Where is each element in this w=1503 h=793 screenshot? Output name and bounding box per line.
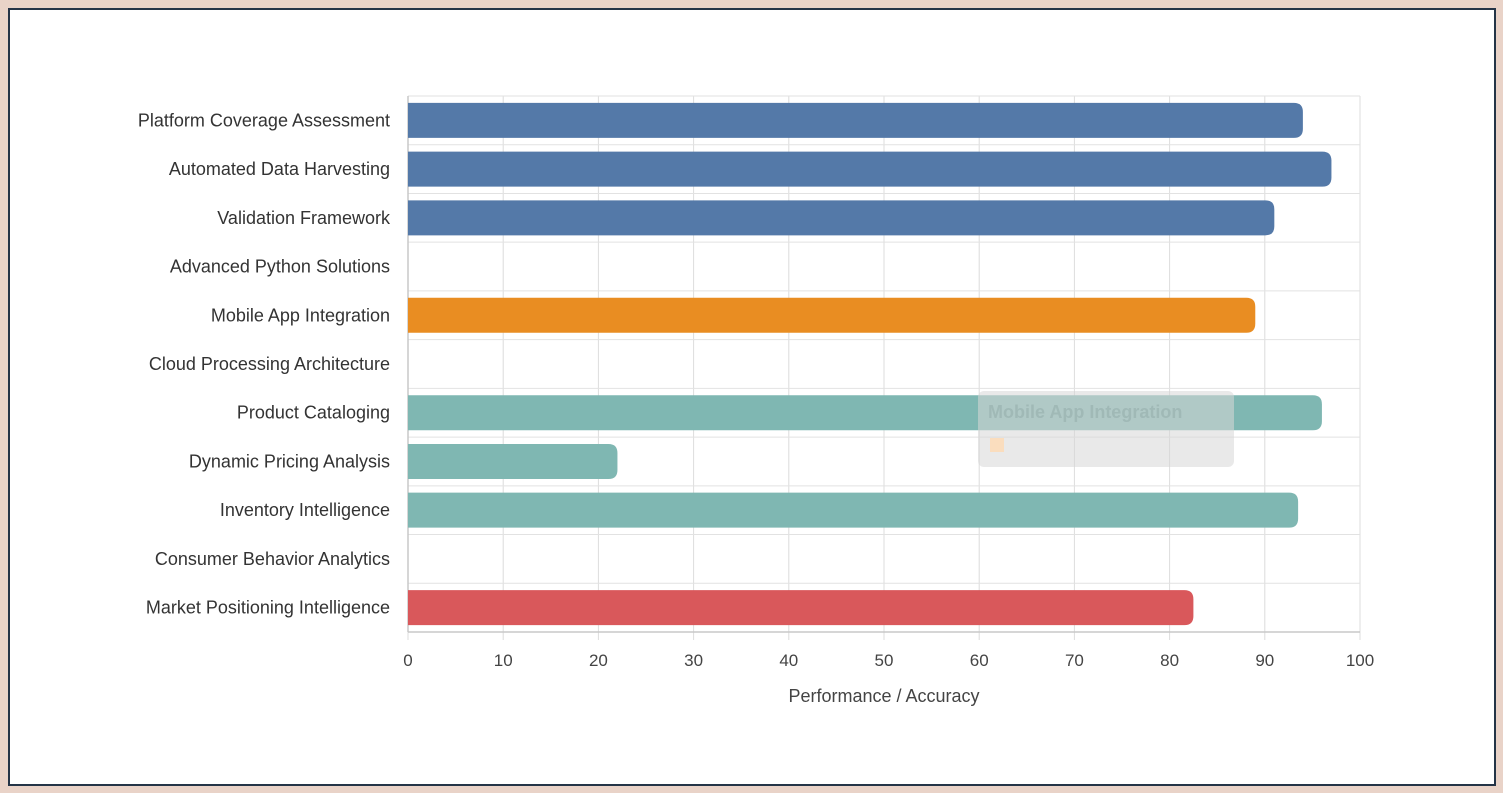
x-tick-label: 50 bbox=[875, 651, 894, 670]
x-axis-title: Performance / Accuracy bbox=[788, 686, 979, 706]
tooltip-title: Mobile App Integration bbox=[988, 402, 1182, 422]
bar[interactable] bbox=[408, 151, 1332, 187]
bar[interactable] bbox=[408, 200, 1275, 236]
category-label: Dynamic Pricing Analysis bbox=[189, 451, 390, 471]
x-tick-labels: 0 10 20 30 40 50 60 70 80 90 100 bbox=[403, 651, 1374, 670]
tooltip-box bbox=[978, 391, 1234, 467]
bar[interactable] bbox=[408, 297, 1256, 333]
bars bbox=[408, 102, 1332, 626]
x-tick-label: 40 bbox=[779, 651, 798, 670]
x-tick-label: 80 bbox=[1160, 651, 1179, 670]
category-labels: Platform Coverage Assessment Automated Da… bbox=[138, 110, 391, 617]
x-tick-label: 0 bbox=[403, 651, 412, 670]
bar[interactable] bbox=[408, 102, 1303, 138]
category-label: Market Positioning Intelligence bbox=[146, 598, 390, 618]
bar[interactable] bbox=[408, 443, 618, 479]
x-tick-label: 30 bbox=[684, 651, 703, 670]
category-label: Product Cataloging bbox=[237, 403, 390, 423]
grid bbox=[407, 95, 1361, 640]
category-label: Cloud Processing Architecture bbox=[149, 354, 390, 374]
category-label: Validation Framework bbox=[217, 208, 391, 228]
tooltip-swatch bbox=[990, 438, 1004, 452]
x-tick-label: 20 bbox=[589, 651, 608, 670]
x-tick-label: 10 bbox=[494, 651, 513, 670]
category-label: Mobile App Integration bbox=[211, 305, 390, 325]
category-label: Inventory Intelligence bbox=[220, 500, 390, 520]
category-label: Consumer Behavior Analytics bbox=[155, 549, 390, 569]
bar[interactable] bbox=[408, 492, 1299, 528]
category-label: Automated Data Harvesting bbox=[169, 159, 390, 179]
x-tick-label: 100 bbox=[1346, 651, 1374, 670]
bar[interactable] bbox=[408, 590, 1194, 626]
x-tick-label: 90 bbox=[1255, 651, 1274, 670]
x-tick-label: 70 bbox=[1065, 651, 1084, 670]
category-label: Advanced Python Solutions bbox=[170, 257, 390, 277]
x-tick-label: 60 bbox=[970, 651, 989, 670]
tooltip: Mobile App Integration bbox=[978, 391, 1234, 467]
category-label: Platform Coverage Assessment bbox=[138, 110, 390, 130]
